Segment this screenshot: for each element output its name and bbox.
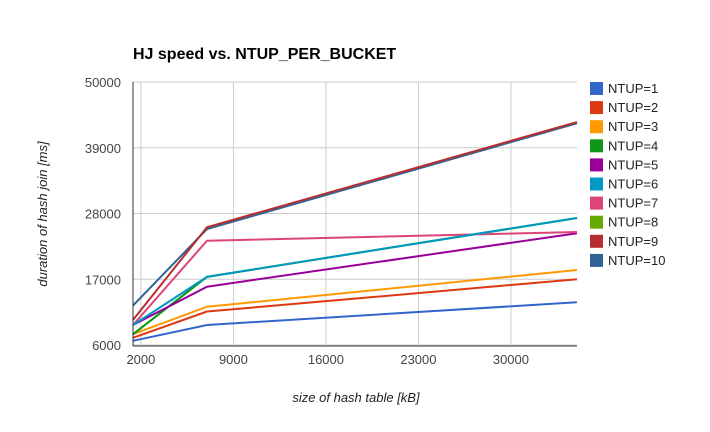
legend-swatch — [590, 158, 603, 172]
legend-label: NTUP=9 — [608, 234, 658, 249]
legend-label: NTUP=7 — [608, 196, 658, 211]
series-line-ntup-9 — [132, 121, 578, 321]
legend-swatch — [590, 177, 603, 191]
legend-swatch — [590, 196, 603, 210]
x-tick-label: 30000 — [493, 352, 529, 367]
x-tick-label: 23000 — [400, 352, 436, 367]
series-line-ntup-10 — [132, 122, 578, 307]
legend-label: NTUP=5 — [608, 157, 658, 172]
y-tick-label: 6000 — [92, 338, 121, 353]
x-axis-label: size of hash table [kB] — [292, 390, 420, 405]
legend-swatch — [590, 82, 603, 95]
legend-label: NTUP=1 — [608, 81, 658, 96]
legend-swatch — [590, 120, 603, 134]
series-line-ntup-6 — [132, 216, 578, 326]
legend-label: NTUP=10 — [608, 253, 665, 268]
y-tick-label: 28000 — [85, 207, 121, 222]
legend-swatch — [590, 139, 603, 153]
series-line-ntup-3 — [132, 268, 578, 336]
y-tick-label: 39000 — [85, 141, 121, 156]
y-tick-label: 17000 — [85, 272, 121, 287]
series-line-ntup-5 — [132, 232, 578, 326]
legend-label: NTUP=8 — [608, 215, 658, 230]
legend-label: NTUP=4 — [608, 138, 658, 153]
legend-label: NTUP=2 — [608, 100, 658, 115]
legend-label: NTUP=6 — [608, 177, 658, 192]
chart-title: HJ speed vs. NTUP_PER_BUCKET — [133, 46, 396, 63]
legend-label: NTUP=3 — [608, 119, 658, 134]
series-line-ntup-2 — [132, 278, 578, 339]
x-tick-label: 9000 — [219, 352, 248, 367]
legend-swatch — [590, 253, 603, 267]
legend-swatch — [590, 215, 603, 229]
legend-swatch — [590, 234, 603, 248]
series-line-ntup-7 — [132, 231, 578, 326]
y-tick-label: 50000 — [85, 75, 121, 90]
y-axis-label: duration of hash join [ms] — [35, 141, 50, 287]
x-tick-label: 16000 — [308, 352, 344, 367]
legend-swatch — [590, 101, 603, 115]
series-line-ntup-1 — [132, 301, 578, 342]
x-tick-label: 2000 — [126, 352, 155, 367]
